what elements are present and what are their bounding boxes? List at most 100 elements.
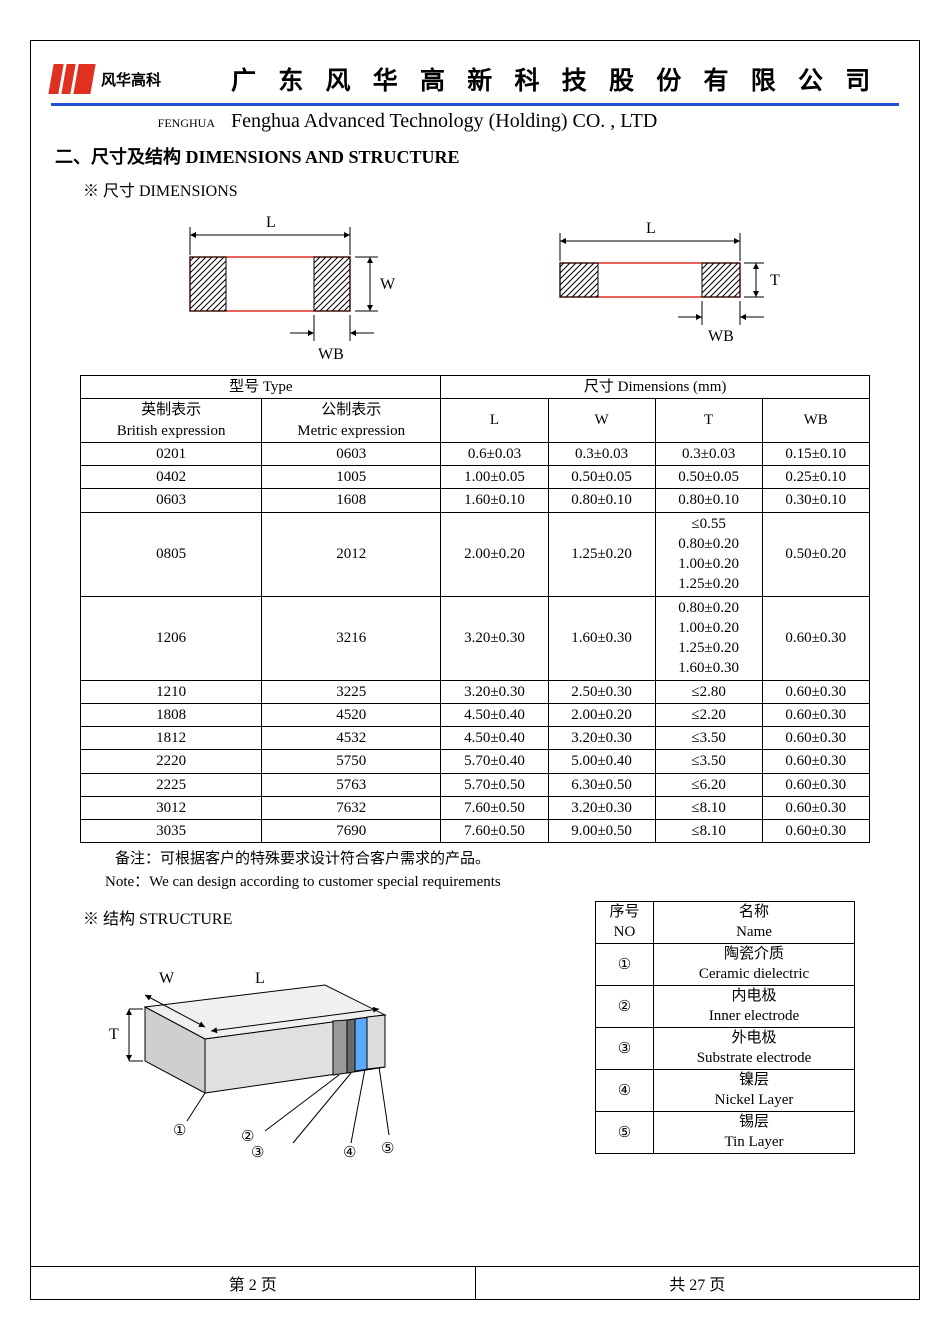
struct-head: 序号NO 名称Name	[596, 902, 855, 944]
label-WB-2: WB	[708, 328, 734, 345]
note-cn: 备注：可根据客户的特殊要求设计符合客户需求的产品。	[115, 847, 895, 868]
table-cell: 1005	[262, 466, 441, 489]
diagram-top-view: L W WB	[160, 207, 400, 367]
table-cell: 0.60±0.30	[762, 773, 869, 796]
struct-name: 镍层Nickel Layer	[654, 1070, 855, 1112]
label-L2: L	[646, 220, 656, 237]
struct-no: ⑤	[596, 1112, 654, 1154]
footer-left: 第 2 页	[31, 1267, 476, 1299]
table-cell: 0.80±0.10	[548, 489, 655, 512]
table-cell: ≤0.55 0.80±0.20 1.00±0.20 1.25±0.20	[655, 512, 762, 596]
table-cell: ≤8.10	[655, 820, 762, 843]
table-cell: 2225	[81, 773, 262, 796]
table-cell: 0.60±0.30	[762, 596, 869, 680]
logo-wrap: 风华高科	[51, 64, 211, 94]
struct-no: ①	[596, 944, 654, 986]
table-head-row-2: 英制表示British expression 公制表示Metric expres…	[81, 399, 870, 443]
dimensions-table: 型号 Type 尺寸 Dimensions (mm) 英制表示British e…	[80, 375, 870, 843]
table-cell: 3.20±0.30	[548, 727, 655, 750]
table-cell: 0603	[262, 442, 441, 465]
struct-row: ④镍层Nickel Layer	[596, 1070, 855, 1112]
table-cell: 0.60±0.30	[762, 680, 869, 703]
callout-5: ⑤	[381, 1141, 394, 1157]
table-cell: 0.50±0.05	[655, 466, 762, 489]
table-cell: 4532	[262, 727, 441, 750]
struct-head-name: 名称Name	[654, 902, 855, 944]
company-logo	[48, 64, 95, 94]
table-cell: 2012	[262, 512, 441, 596]
table-cell: 0805	[81, 512, 262, 596]
table-cell: ≤3.50	[655, 727, 762, 750]
structure-left: ※ 结构 STRUCTURE W	[55, 901, 565, 1170]
struct-row: ⑤锡层Tin Layer	[596, 1112, 855, 1154]
callout-1: ①	[173, 1123, 186, 1139]
table-row: 080520122.00±0.201.25±0.20≤0.55 0.80±0.2…	[81, 512, 870, 596]
table-cell: 7690	[262, 820, 441, 843]
header-sub-row: FENGHUA Fenghua Advanced Technology (Hol…	[51, 106, 899, 133]
structure-section: ※ 结构 STRUCTURE W	[55, 901, 895, 1170]
structure-subtitle: ※ 结构 STRUCTURE	[83, 905, 565, 929]
table-cell: 1608	[262, 489, 441, 512]
th-type: 型号 Type	[81, 376, 441, 399]
table-cell: 5763	[262, 773, 441, 796]
table-cell: 1808	[81, 703, 262, 726]
struct-name: 内电极Inner electrode	[654, 986, 855, 1028]
logo-text: 风华高科	[101, 69, 161, 90]
table-cell: 0603	[81, 489, 262, 512]
table-cell: 0.50±0.05	[548, 466, 655, 489]
th-W: W	[548, 399, 655, 443]
label-WB-1: WB	[318, 346, 344, 363]
table-cell: 6.30±0.50	[548, 773, 655, 796]
struct-name: 锡层Tin Layer	[654, 1112, 855, 1154]
callout-3: ③	[251, 1145, 264, 1161]
table-cell: 3012	[81, 796, 262, 819]
table-cell: 0402	[81, 466, 262, 489]
table-cell: 0.30±0.10	[762, 489, 869, 512]
table-row: 040210051.00±0.050.50±0.050.50±0.050.25±…	[81, 466, 870, 489]
table-cell: 0.60±0.30	[762, 820, 869, 843]
struct-no: ②	[596, 986, 654, 1028]
table-cell: 2.00±0.20	[548, 703, 655, 726]
table-cell: 1206	[81, 596, 262, 680]
table-cell: 0.25±0.10	[762, 466, 869, 489]
table-cell: ≤6.20	[655, 773, 762, 796]
label-T: T	[770, 272, 780, 289]
table-cell: 2.00±0.20	[441, 512, 548, 596]
struct-label-W: W	[159, 970, 175, 987]
table-cell: 5.70±0.50	[441, 773, 548, 796]
fenghua-small: FENGHUA	[51, 116, 231, 131]
table-cell: 0.60±0.30	[762, 703, 869, 726]
table-cell: 1.60±0.30	[548, 596, 655, 680]
struct-name: 陶瓷介质Ceramic dielectric	[654, 944, 855, 986]
header-top-row: 风华高科 广 东 风 华 高 新 科 技 股 份 有 限 公 司	[51, 61, 899, 106]
table-cell: 1.60±0.10	[441, 489, 548, 512]
table-cell: 0.3±0.03	[548, 442, 655, 465]
struct-label-T: T	[109, 1026, 119, 1043]
table-cell: 2220	[81, 750, 262, 773]
struct-row: ②内电极Inner electrode	[596, 986, 855, 1028]
dimension-diagrams: L W WB	[95, 207, 855, 367]
table-cell: 1210	[81, 680, 262, 703]
table-cell: ≤2.80	[655, 680, 762, 703]
page-footer: 第 2 页 共 27 页	[31, 1266, 919, 1299]
table-cell: 0.80±0.10	[655, 489, 762, 512]
table-row: 121032253.20±0.302.50±0.30≤2.800.60±0.30	[81, 680, 870, 703]
struct-row: ③外电极Substrate electrode	[596, 1028, 855, 1070]
table-cell: ≤3.50	[655, 750, 762, 773]
table-cell: 0.60±0.30	[762, 796, 869, 819]
struct-head-no: 序号NO	[596, 902, 654, 944]
struct-label-L: L	[255, 970, 265, 987]
table-row: 222057505.70±0.405.00±0.40≤3.500.60±0.30	[81, 750, 870, 773]
table-cell: 3.20±0.30	[441, 596, 548, 680]
th-T: T	[655, 399, 762, 443]
th-WB: WB	[762, 399, 869, 443]
company-name-cn: 广 东 风 华 高 新 科 技 股 份 有 限 公 司	[223, 61, 899, 97]
table-cell: 9.00±0.50	[548, 820, 655, 843]
table-cell: 1.25±0.20	[548, 512, 655, 596]
footer-right: 共 27 页	[476, 1267, 920, 1299]
table-row: 301276327.60±0.503.20±0.30≤8.100.60±0.30	[81, 796, 870, 819]
diagram-side-view: L T WB	[530, 207, 790, 357]
table-cell: 0.6±0.03	[441, 442, 548, 465]
dimensions-subtitle: ※ 尺寸 DIMENSIONS	[83, 177, 895, 201]
section-title: 二、尺寸及结构 DIMENSIONS AND STRUCTURE	[55, 143, 895, 169]
